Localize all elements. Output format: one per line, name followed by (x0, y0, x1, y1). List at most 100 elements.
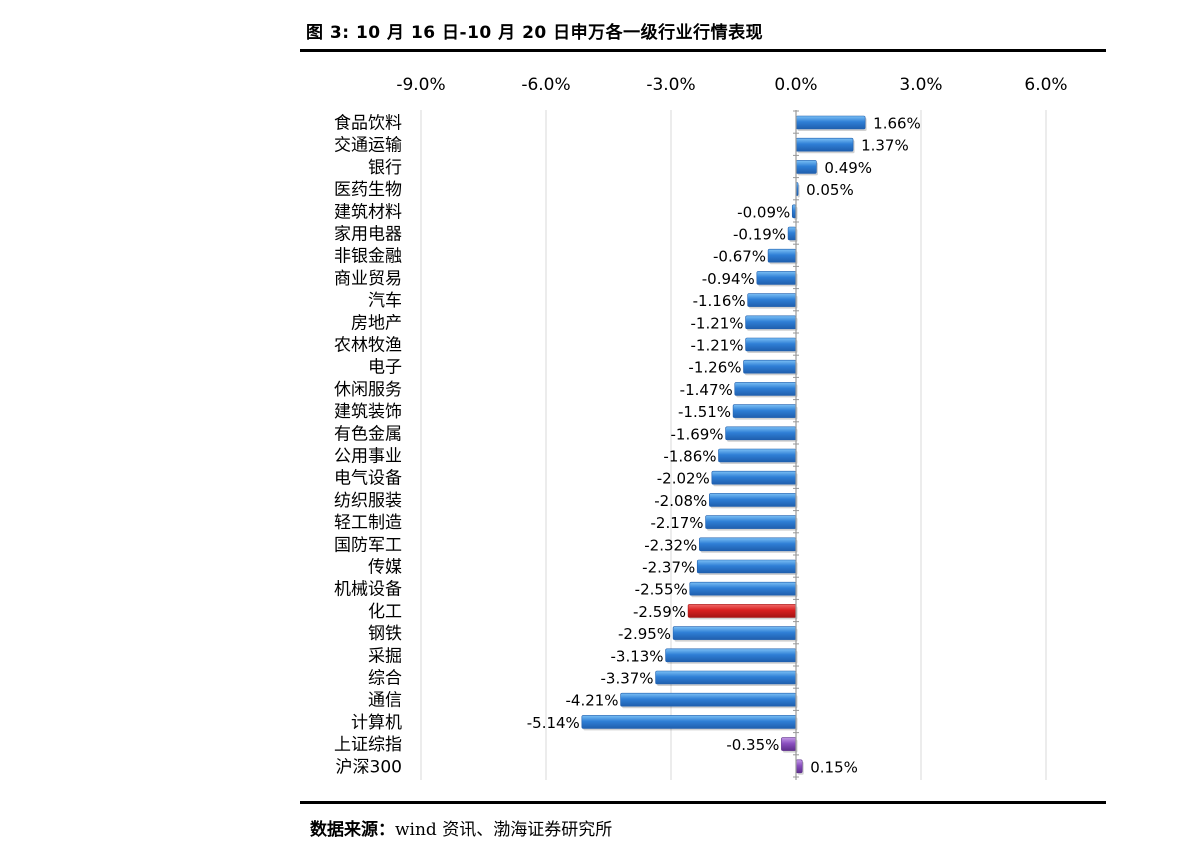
value-label: -2.02% (657, 470, 710, 488)
category-label: 传媒 (368, 558, 402, 578)
value-label: -1.16% (693, 292, 746, 310)
bar (787, 226, 797, 241)
value-label: -2.08% (654, 492, 707, 510)
bar (767, 248, 797, 263)
value-label: -2.32% (644, 536, 697, 554)
category-label: 综合 (368, 669, 402, 689)
source-note: 数据来源：wind 资讯、渤海证券研究所 (310, 815, 612, 840)
category-label: 房地产 (351, 313, 402, 333)
bar (620, 692, 797, 707)
category-label: 汽车 (368, 291, 402, 311)
figure-title: 图 3: 10 月 16 日-10 月 20 日申万各一级行业行情表现 (306, 23, 764, 43)
category-label: 机械设备 (334, 580, 402, 600)
category-label: 休闲服务 (334, 380, 402, 400)
value-label: -2.95% (618, 625, 671, 643)
value-label: 1.66% (873, 115, 921, 133)
value-label: -1.21% (691, 314, 744, 332)
category-label: 农林牧渔 (334, 336, 402, 356)
category-label: 电气设备 (334, 469, 402, 489)
value-label: -3.13% (611, 647, 664, 665)
x-tick-label: -9.0% (396, 75, 445, 95)
x-tick-label: -6.0% (521, 75, 570, 95)
bar (732, 404, 797, 418)
value-label: -1.26% (688, 359, 741, 377)
category-label: 电子 (368, 358, 402, 378)
top-rule (300, 49, 1106, 52)
value-label: -4.21% (566, 692, 619, 710)
bar (699, 537, 797, 552)
category-label: 建筑材料 (334, 202, 402, 222)
value-label: -0.09% (737, 203, 790, 221)
bar (665, 648, 797, 663)
category-label: 上证综指 (334, 735, 402, 755)
bar (581, 715, 797, 729)
category-label: 建筑装饰 (334, 402, 402, 422)
value-label: -0.35% (726, 736, 779, 754)
category-label: 轻工制造 (334, 513, 402, 533)
source-label: 数据来源： (310, 820, 395, 840)
bar (795, 160, 817, 174)
category-label: 银行 (368, 158, 402, 178)
category-label: 商业贸易 (334, 269, 402, 289)
value-label: -1.51% (678, 403, 731, 421)
value-label: -2.59% (633, 603, 686, 621)
bar (705, 515, 797, 529)
value-label: -1.86% (663, 448, 716, 466)
category-label: 公用事业 (334, 447, 402, 467)
bar (781, 737, 797, 751)
value-label: -0.67% (713, 248, 766, 266)
bar (747, 293, 797, 307)
x-tick-label: -3.0% (646, 75, 695, 95)
category-label: 医药生物 (334, 180, 402, 200)
bar (718, 448, 797, 463)
value-label: -2.37% (642, 559, 695, 577)
bar (795, 137, 854, 152)
bar (672, 626, 797, 640)
bar (709, 493, 797, 507)
value-label: -1.47% (680, 381, 733, 399)
category-label: 沪深300 (336, 757, 402, 777)
x-tick-label: 0.0% (774, 75, 817, 95)
category-label: 家用电器 (334, 225, 402, 245)
category-label: 国防军工 (334, 535, 402, 555)
bottom-rule (300, 801, 1106, 804)
bar (795, 759, 803, 774)
bar (711, 470, 797, 485)
category-label: 采掘 (368, 646, 402, 666)
category-label: 计算机 (351, 713, 402, 733)
category-label: 钢铁 (368, 624, 402, 644)
bar (687, 604, 797, 618)
value-label: -5.14% (527, 714, 580, 732)
value-label: -2.55% (635, 581, 688, 599)
value-label: -2.17% (651, 514, 704, 532)
bar (689, 581, 797, 596)
value-label: 1.37% (861, 137, 909, 155)
value-label: 0.05% (806, 181, 854, 199)
category-label: 交通运输 (334, 136, 402, 156)
bar (745, 315, 797, 330)
bar (745, 337, 797, 352)
x-tick-label: 6.0% (1024, 75, 1067, 95)
bar (655, 670, 797, 685)
bar (696, 559, 797, 574)
bar (734, 382, 797, 396)
source-text: wind 资讯、渤海证券研究所 (395, 820, 613, 840)
category-label: 非银金融 (334, 247, 402, 267)
bar (795, 115, 866, 130)
category-label: 通信 (368, 691, 402, 711)
value-label: 0.15% (810, 758, 858, 776)
category-label: 有色金属 (334, 424, 402, 444)
bar (756, 271, 797, 285)
value-label: -0.19% (733, 226, 786, 244)
zero-axis (793, 110, 799, 780)
value-labels: 1.66% 1.37% 0.49% 0.05% -0.09% -0.19% -0.67% -0… (527, 115, 921, 777)
category-label: 纺织服装 (334, 491, 402, 511)
category-label: 食品饮料 (334, 114, 402, 134)
category-label: 化工 (368, 602, 402, 622)
category-labels: 食品饮料交通运输银行医药生物建筑材料家用电器非银金融商业贸易汽车房地产农林牧渔电… (334, 114, 402, 778)
value-label: -3.37% (601, 670, 654, 688)
value-label: -1.21% (691, 337, 744, 355)
bar (743, 359, 797, 374)
value-label: 0.49% (824, 159, 872, 177)
